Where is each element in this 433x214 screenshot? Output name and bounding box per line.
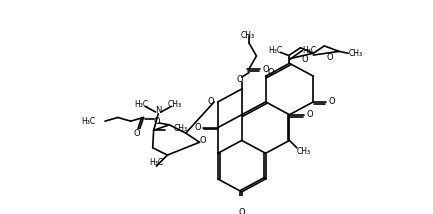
Text: O: O xyxy=(302,55,308,64)
Text: CH₃: CH₃ xyxy=(168,100,182,109)
Text: O: O xyxy=(268,68,274,77)
Text: O: O xyxy=(306,110,313,119)
Text: H₃C: H₃C xyxy=(268,46,282,55)
Text: CH₃: CH₃ xyxy=(348,49,362,58)
Text: N: N xyxy=(155,106,162,115)
Text: O: O xyxy=(262,65,269,74)
Text: O: O xyxy=(200,136,207,145)
Text: O: O xyxy=(153,117,160,126)
Text: CH₃: CH₃ xyxy=(174,124,188,133)
Text: O: O xyxy=(194,123,201,132)
Text: O: O xyxy=(328,97,335,106)
Text: H₃C: H₃C xyxy=(302,46,317,55)
Text: CH₃: CH₃ xyxy=(240,31,254,40)
Text: H₃C: H₃C xyxy=(82,117,96,126)
Text: O: O xyxy=(239,208,245,214)
Text: CH₃: CH₃ xyxy=(297,147,311,156)
Text: O: O xyxy=(236,75,243,84)
Text: O: O xyxy=(207,97,214,106)
Text: O: O xyxy=(326,53,333,62)
Text: O: O xyxy=(134,129,140,138)
Text: H₃C: H₃C xyxy=(135,100,149,109)
Text: H₃C: H₃C xyxy=(149,158,163,167)
